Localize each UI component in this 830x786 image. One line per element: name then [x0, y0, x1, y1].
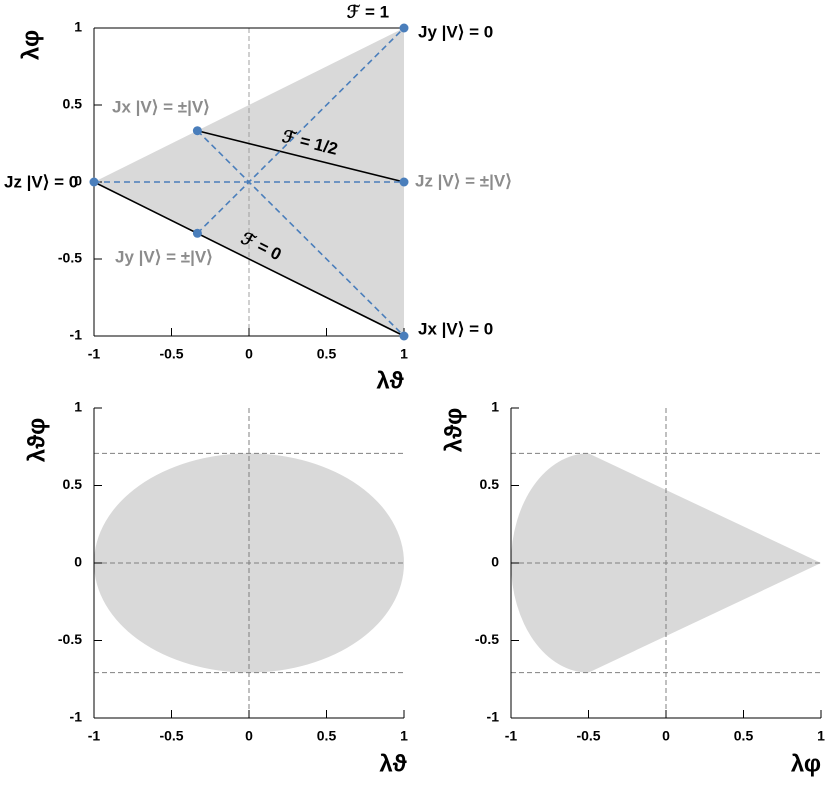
y-axis-label: λφ — [17, 30, 44, 60]
x-tick-label: 0 — [245, 728, 253, 744]
y-axis-label: λϑφ — [23, 418, 50, 462]
x-tick-label: 0.5 — [317, 728, 337, 744]
y-axis-label: λϑφ — [440, 408, 467, 452]
y-tick-label: -0.5 — [58, 631, 82, 647]
annotation: Jz |V⟩ = 0 — [4, 172, 78, 191]
y-tick-label: 0.5 — [480, 476, 500, 492]
y-tick-label: -1 — [70, 709, 83, 725]
y-tick-label: 1 — [74, 19, 82, 35]
annotation: Jy |V⟩ = ±|V⟩ — [115, 247, 213, 266]
x-tick-label: 1 — [400, 346, 408, 362]
y-tick-label: 0 — [74, 554, 82, 570]
annotation: Jx |V⟩ = 0 — [418, 319, 493, 338]
y-tick-label: -0.5 — [475, 631, 499, 647]
segment — [197, 129, 405, 183]
y-tick-label: -0.5 — [58, 250, 82, 266]
x-tick-label: -1 — [88, 728, 101, 744]
segment — [196, 130, 405, 337]
annotation: ℱ = 1 — [347, 2, 389, 21]
annotation: Jz |V⟩ = ±|V⟩ — [415, 171, 512, 190]
x-axis-label: λϑ — [376, 367, 403, 394]
x-axis-label: λϑ — [379, 750, 406, 777]
x-tick-label: 1 — [400, 728, 408, 744]
x-tick-label: -0.5 — [159, 728, 183, 744]
annotation: Jy |V⟩ = 0 — [418, 22, 493, 41]
region-ellipse — [511, 453, 589, 673]
y-tick-label: 1 — [74, 399, 82, 415]
point — [399, 331, 409, 341]
point — [192, 228, 202, 238]
point — [399, 177, 409, 187]
y-tick-label: -1 — [70, 327, 83, 343]
y-tick-label: 0 — [491, 554, 499, 570]
x-tick-label: -0.5 — [576, 728, 600, 744]
point — [399, 23, 409, 33]
y-tick-label: 0 — [74, 173, 82, 189]
y-tick-label: 1 — [491, 399, 499, 415]
x-tick-label: -1 — [88, 346, 101, 362]
x-tick-label: -0.5 — [159, 346, 183, 362]
x-axis-label: λφ — [791, 750, 821, 777]
point — [89, 177, 99, 187]
y-tick-label: 0.5 — [63, 476, 83, 492]
x-tick-label: 0.5 — [317, 346, 337, 362]
y-tick-label: 0.5 — [63, 96, 83, 112]
segment — [93, 181, 405, 337]
x-tick-label: 1 — [817, 728, 825, 744]
point — [192, 126, 202, 136]
x-tick-label: 0.5 — [734, 728, 754, 744]
segment — [196, 27, 405, 234]
x-tick-label: 0 — [245, 346, 253, 362]
x-tick-label: 0 — [662, 728, 670, 744]
annotation: Jx |V⟩ = ±|V⟩ — [112, 97, 210, 116]
x-tick-label: -1 — [505, 728, 518, 744]
y-tick-label: -1 — [487, 709, 500, 725]
